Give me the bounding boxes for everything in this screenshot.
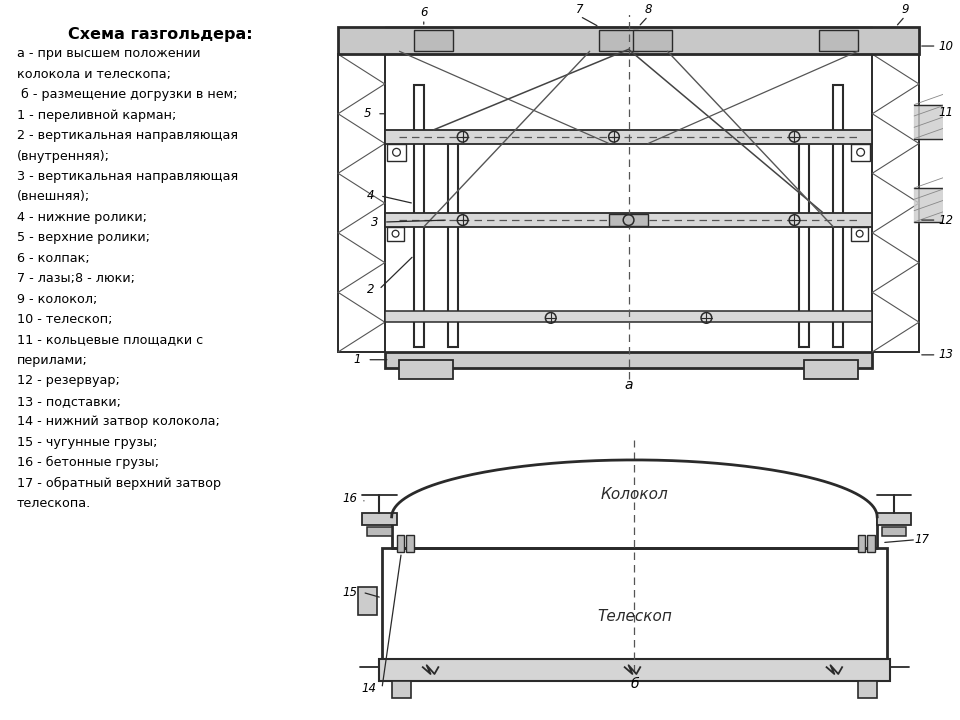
Text: Телескоп: Телескоп [597, 609, 672, 624]
Text: 8: 8 [644, 3, 652, 16]
Text: Колокол: Колокол [601, 487, 668, 502]
Bar [368, 526, 392, 536]
Bar [804, 360, 857, 379]
Text: 6: 6 [420, 6, 427, 19]
Text: 4: 4 [367, 189, 374, 202]
Bar [387, 143, 406, 161]
Bar [609, 215, 648, 226]
Text: 11: 11 [939, 106, 953, 119]
Bar [833, 85, 843, 347]
Bar [396, 535, 404, 552]
Text: перилами;: перилами; [17, 354, 88, 367]
Bar [406, 535, 414, 552]
Bar [385, 213, 873, 227]
Polygon shape [914, 188, 948, 222]
Bar [877, 513, 911, 525]
Bar [392, 681, 411, 698]
Text: 1 - переливной карман;: 1 - переливной карман; [17, 109, 177, 122]
Text: 3: 3 [372, 215, 379, 228]
Text: 9 - колокол;: 9 - колокол; [17, 292, 97, 305]
Bar [868, 535, 876, 552]
Text: 16 - бетонные грузы;: 16 - бетонные грузы; [17, 456, 159, 469]
Text: Схема газгольдера:: Схема газгольдера: [68, 27, 252, 42]
Bar [385, 352, 873, 367]
Text: 9: 9 [901, 3, 909, 16]
Text: 6 - колпак;: 6 - колпак; [17, 252, 90, 265]
Text: 10 - телескоп;: 10 - телескоп; [17, 313, 112, 326]
Bar [800, 139, 809, 347]
Bar [385, 130, 873, 143]
Text: 13: 13 [939, 348, 953, 361]
Text: телескопа.: телескопа. [17, 497, 91, 510]
Text: б - размещение догрузки в нем;: б - размещение догрузки в нем; [17, 89, 238, 102]
Bar [634, 30, 672, 51]
Bar [599, 30, 638, 51]
Text: 15: 15 [343, 586, 357, 599]
Text: (внешняя);: (внешняя); [17, 190, 90, 204]
Bar [873, 54, 919, 352]
Text: 17: 17 [915, 534, 929, 546]
Text: а - при высшем положении: а - при высшем положении [17, 48, 201, 60]
Text: а: а [624, 378, 633, 392]
Text: 2 - вертикальная направляющая: 2 - вертикальная направляющая [17, 129, 238, 142]
Text: 2: 2 [367, 283, 374, 296]
Text: колокола и телескопа;: колокола и телескопа; [17, 68, 171, 81]
Text: б: б [630, 677, 638, 690]
Bar [379, 660, 890, 681]
Bar [338, 54, 385, 352]
Bar [857, 535, 866, 552]
Bar [363, 513, 396, 525]
Text: 1: 1 [354, 354, 361, 366]
Text: 16: 16 [343, 492, 357, 505]
Text: 7 - лазы;8 - люки;: 7 - лазы;8 - люки; [17, 272, 135, 285]
Text: 13 - подставки;: 13 - подставки; [17, 395, 121, 408]
Text: 14 - нижний затвор колокола;: 14 - нижний затвор колокола; [17, 415, 220, 428]
Text: (внутренняя);: (внутренняя); [17, 150, 110, 163]
Text: 12: 12 [939, 214, 953, 227]
Text: 10: 10 [939, 40, 953, 53]
Bar [357, 587, 377, 615]
Bar [851, 227, 869, 241]
Bar [448, 139, 458, 347]
Text: 7: 7 [576, 3, 584, 16]
Text: 17 - обратный верхний затвор: 17 - обратный верхний затвор [17, 477, 221, 490]
Text: 15 - чугунные грузы;: 15 - чугунные грузы; [17, 436, 157, 449]
Text: 5 - верхние ролики;: 5 - верхние ролики; [17, 231, 150, 244]
Bar [819, 30, 857, 51]
Text: 12 - резервуар;: 12 - резервуар; [17, 374, 120, 387]
Bar [385, 311, 873, 322]
Bar [382, 547, 887, 660]
Bar [414, 30, 453, 51]
Text: 11 - кольцевые площадки с: 11 - кольцевые площадки с [17, 333, 204, 346]
Bar [338, 27, 919, 54]
Bar [851, 143, 871, 161]
Text: 14: 14 [362, 682, 376, 695]
Text: 4 - нижние ролики;: 4 - нижние ролики; [17, 211, 147, 224]
Polygon shape [914, 104, 948, 139]
Bar [387, 227, 404, 241]
Bar [399, 360, 453, 379]
Text: 5: 5 [364, 107, 372, 120]
Bar [414, 85, 423, 347]
Bar [857, 681, 877, 698]
Bar [882, 526, 906, 536]
Text: 3 - вертикальная направляющая: 3 - вертикальная направляющая [17, 170, 238, 183]
